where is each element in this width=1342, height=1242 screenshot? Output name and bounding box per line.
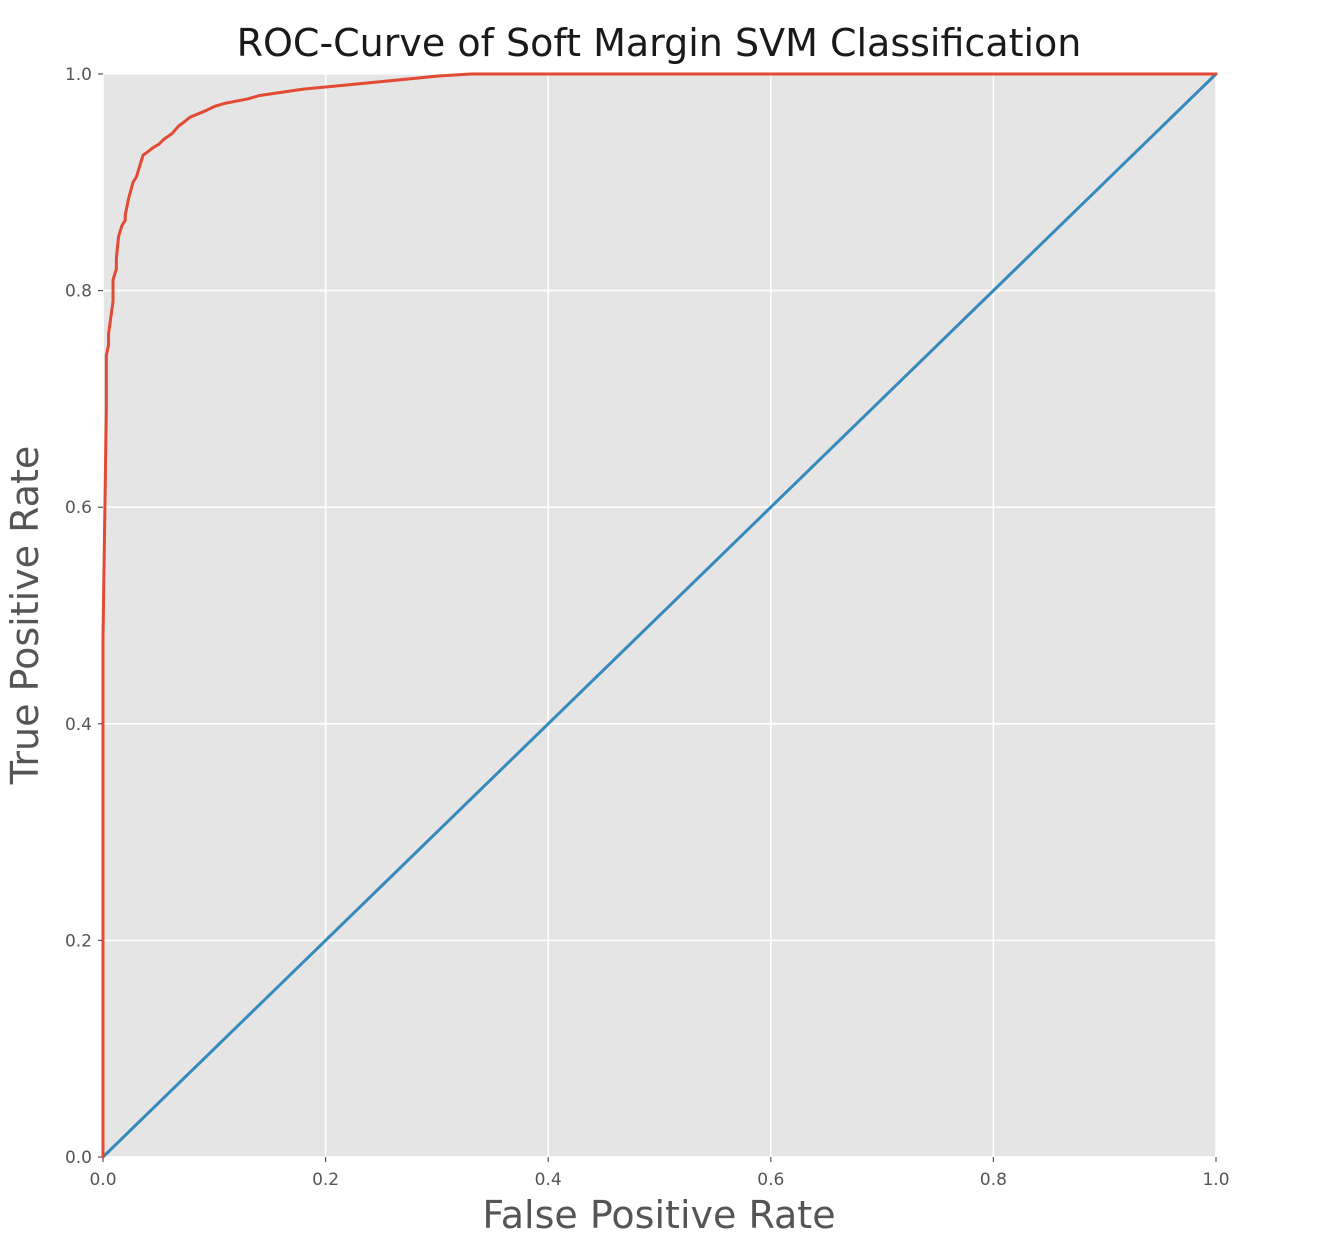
x-tick-label: 0.0 xyxy=(89,1170,116,1190)
y-tick-label: 0.0 xyxy=(65,1148,92,1168)
y-tick-label: 0.8 xyxy=(65,282,92,302)
x-tick-label: 0.6 xyxy=(757,1170,784,1190)
y-tick-label: 1.0 xyxy=(65,65,92,85)
x-tick-label: 0.2 xyxy=(312,1170,339,1190)
y-tick-label: 0.6 xyxy=(65,498,92,518)
x-tick-label: 1.0 xyxy=(1202,1170,1229,1190)
y-tick-label: 0.4 xyxy=(65,715,92,735)
chart-title: ROC-Curve of Soft Margin SVM Classificat… xyxy=(237,21,1082,65)
x-axis-label: False Positive Rate xyxy=(482,1193,835,1237)
x-tick-label: 0.4 xyxy=(535,1170,562,1190)
diagonal-reference-line xyxy=(101,72,1218,1159)
grid-lines xyxy=(102,73,1217,1158)
y-tick-label: 0.2 xyxy=(65,931,92,951)
y-axis-label: True Positive Rate xyxy=(3,446,47,786)
series-layer xyxy=(101,72,1218,1159)
axis-ticks: 0.0 0.2 0.4 0.6 0.8 1.0 0.0 0.2 0.4 0.6 0.8 1.0 xyxy=(65,65,1230,1190)
roc-curve-line xyxy=(101,72,1218,1159)
x-tick-label: 0.8 xyxy=(980,1170,1007,1190)
